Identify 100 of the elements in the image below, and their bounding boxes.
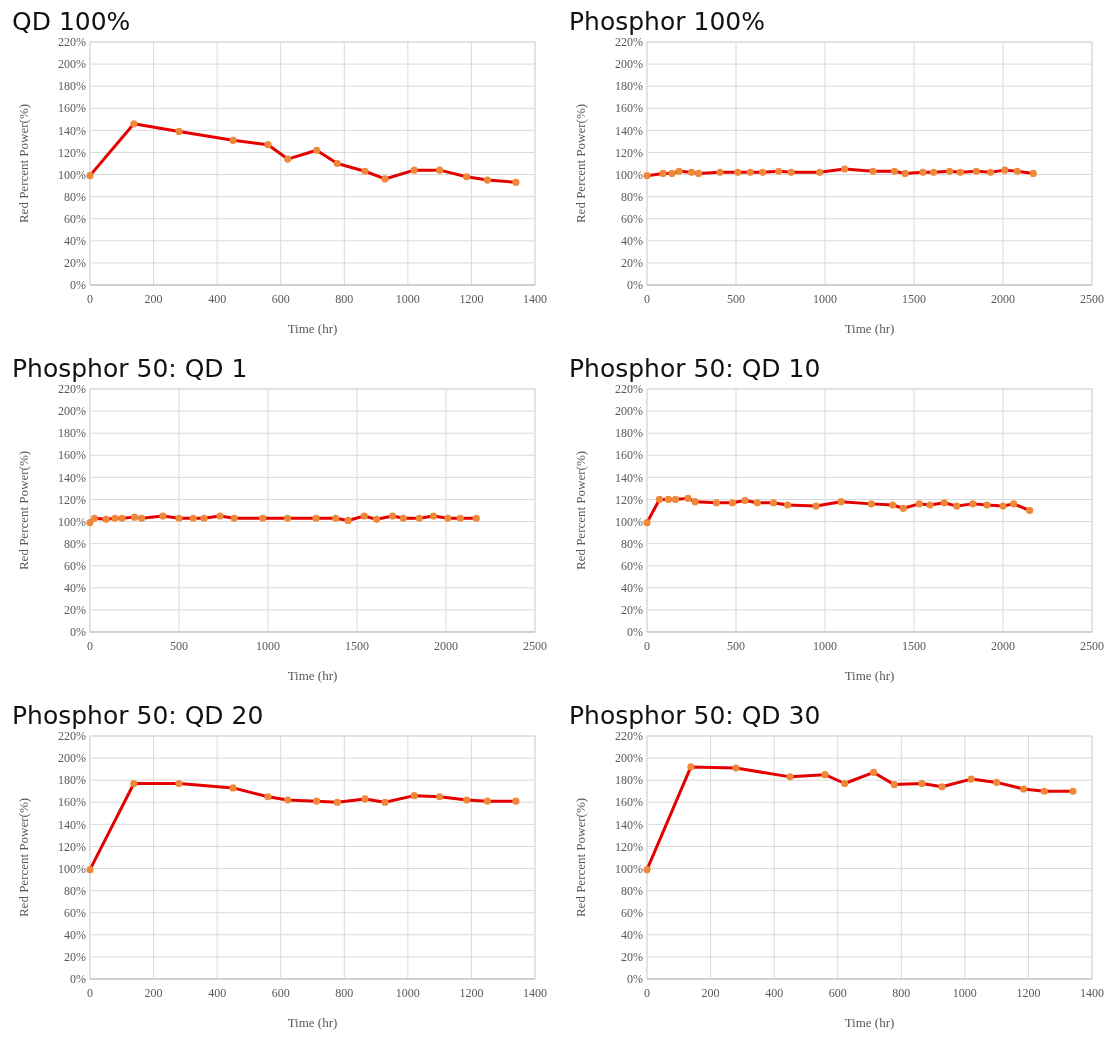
y-tick-label: 100%: [615, 514, 643, 529]
x-tick-label: 400: [765, 986, 784, 1000]
x-tick-label: 2500: [523, 639, 547, 653]
y-tick-label: 60%: [64, 211, 86, 226]
chart-title: Phosphor 50: QD 1: [12, 354, 248, 383]
y-tick-label: 80%: [621, 536, 643, 551]
y-tick-label: 60%: [64, 905, 86, 920]
y-tick-label: 0%: [627, 278, 643, 293]
y-tick-label: 0%: [70, 625, 86, 640]
y-tick-label: 180%: [615, 79, 643, 94]
y-tick-label: 40%: [64, 234, 86, 249]
x-tick-label: 800: [335, 292, 354, 306]
x-tick-label: 1400: [523, 292, 547, 306]
y-tick-label: 160%: [615, 448, 643, 463]
y-tick-label: 200%: [58, 57, 86, 72]
y-tick-label: 180%: [615, 426, 643, 441]
y-axis-title: Red Percent Power(%): [573, 450, 588, 571]
y-tick-label: 80%: [64, 536, 86, 551]
y-tick-label: 20%: [621, 950, 643, 965]
chart-title: Phosphor 50: QD 30: [569, 701, 821, 730]
y-tick-label: 20%: [621, 603, 643, 618]
y-tick-label: 220%: [615, 382, 643, 397]
y-tick-label: 140%: [58, 123, 86, 138]
y-tick-label: 120%: [615, 839, 643, 854]
y-tick-label: 20%: [64, 603, 86, 618]
y-tick-label: 220%: [615, 35, 643, 50]
y-tick-label: 160%: [58, 448, 86, 463]
x-tick-label: 1200: [459, 986, 484, 1000]
y-tick-label: 140%: [615, 123, 643, 138]
y-tick-label: 0%: [627, 972, 643, 987]
y-tick-label: 140%: [615, 817, 643, 832]
y-tick-label: 120%: [58, 839, 86, 854]
y-tick-label: 180%: [58, 773, 86, 788]
y-tick-label: 160%: [615, 795, 643, 810]
x-tick-label: 400: [208, 986, 227, 1000]
y-tick-label: 120%: [615, 145, 643, 160]
x-tick-label: 1400: [523, 986, 547, 1000]
y-tick-label: 120%: [58, 492, 86, 507]
x-tick-label: 1000: [395, 292, 420, 306]
chart-title: Phosphor 50: QD 10: [569, 354, 821, 383]
y-tick-label: 20%: [64, 256, 86, 271]
x-tick-label: 2500: [1080, 292, 1104, 306]
x-tick-label: 500: [727, 292, 745, 306]
y-axis-title: Red Percent Power(%): [16, 450, 31, 571]
y-tick-label: 80%: [64, 883, 86, 898]
x-axis-title: Time (hr): [287, 668, 338, 683]
y-tick-label: 0%: [70, 972, 86, 987]
y-tick-label: 140%: [615, 470, 643, 485]
y-tick-label: 40%: [621, 581, 643, 596]
x-tick-label: 200: [144, 986, 163, 1000]
y-tick-label: 140%: [58, 817, 86, 832]
x-tick-label: 800: [335, 986, 354, 1000]
x-tick-label: 2000: [991, 639, 1015, 653]
y-tick-label: 200%: [615, 404, 643, 419]
y-tick-label: 100%: [58, 514, 86, 529]
y-tick-label: 40%: [64, 928, 86, 943]
y-tick-label: 0%: [627, 625, 643, 640]
y-tick-label: 40%: [621, 928, 643, 943]
y-tick-label: 220%: [615, 729, 643, 744]
y-tick-label: 100%: [58, 861, 86, 876]
chart-title: Phosphor 100%: [569, 7, 765, 36]
x-tick-label: 0: [644, 986, 650, 1000]
y-tick-label: 160%: [615, 101, 643, 116]
x-tick-label: 400: [208, 292, 227, 306]
x-tick-label: 0: [87, 292, 93, 306]
x-tick-label: 1500: [902, 292, 926, 306]
x-tick-label: 500: [727, 639, 745, 653]
x-axis-title: Time (hr): [287, 321, 338, 336]
y-tick-label: 200%: [58, 751, 86, 766]
y-tick-label: 160%: [58, 101, 86, 116]
y-tick-label: 80%: [64, 189, 86, 204]
y-tick-label: 120%: [58, 145, 86, 160]
y-tick-label: 220%: [58, 382, 86, 397]
y-tick-label: 80%: [621, 189, 643, 204]
x-tick-label: 2000: [991, 292, 1015, 306]
x-tick-label: 1400: [1080, 986, 1104, 1000]
x-tick-label: 1000: [813, 639, 837, 653]
x-tick-label: 1200: [459, 292, 484, 306]
y-tick-label: 220%: [58, 729, 86, 744]
x-tick-label: 800: [892, 986, 911, 1000]
y-tick-label: 60%: [621, 558, 643, 573]
y-tick-label: 100%: [615, 861, 643, 876]
x-axis-title: Time (hr): [844, 668, 895, 683]
y-tick-label: 200%: [615, 57, 643, 72]
y-tick-label: 60%: [64, 558, 86, 573]
x-tick-label: 1200: [1016, 986, 1041, 1000]
y-tick-label: 160%: [58, 795, 86, 810]
x-tick-label: 0: [87, 986, 93, 1000]
y-tick-label: 200%: [58, 404, 86, 419]
x-tick-label: 2000: [434, 639, 458, 653]
x-tick-label: 0: [644, 292, 650, 306]
x-tick-label: 600: [828, 986, 847, 1000]
x-tick-label: 200: [701, 986, 720, 1000]
x-tick-label: 600: [271, 292, 290, 306]
y-tick-label: 100%: [615, 167, 643, 182]
x-tick-label: 0: [644, 639, 650, 653]
x-tick-label: 1500: [345, 639, 369, 653]
x-axis-title: Time (hr): [287, 1015, 338, 1030]
y-tick-label: 20%: [621, 256, 643, 271]
y-tick-label: 140%: [58, 470, 86, 485]
